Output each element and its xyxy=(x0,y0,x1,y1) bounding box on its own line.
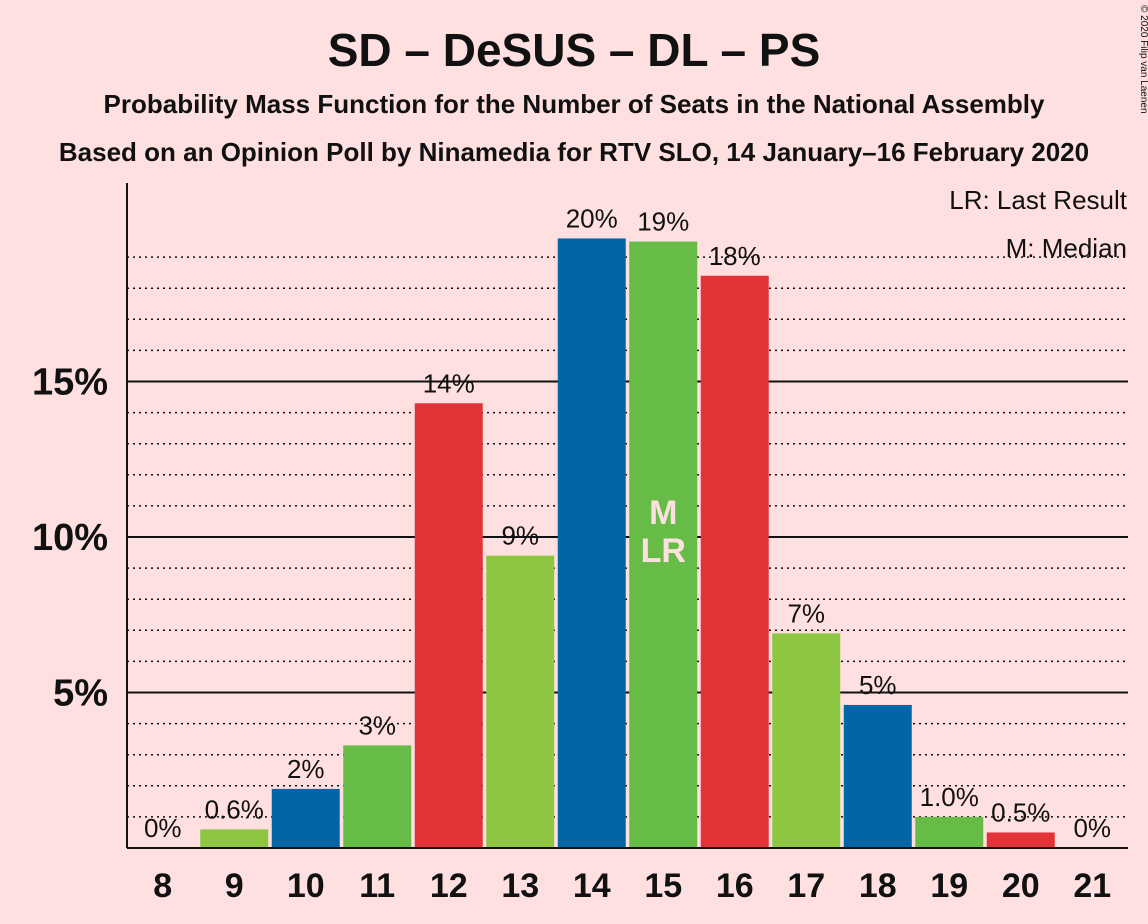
value-label-10: 2% xyxy=(287,754,325,784)
bar-12 xyxy=(414,403,483,848)
legend-median: M: Median xyxy=(1006,233,1127,263)
x-tick-label-21: 21 xyxy=(1073,867,1111,905)
chart-subtitle-2: Based on an Opinion Poll by Ninamedia fo… xyxy=(59,137,1089,167)
value-label-13: 9% xyxy=(501,521,539,551)
value-label-20: 0.5% xyxy=(991,797,1050,827)
x-tick-label-18: 18 xyxy=(859,867,897,905)
value-labels: 0% 0.6% 2% 3% 14% 9% 20% 19% 18% 7% 5% 1.0% 0.5% 0% xyxy=(144,203,1111,843)
x-tick-label-15: 15 xyxy=(644,867,682,905)
y-tick-label: 15% xyxy=(32,362,108,404)
bar-15 xyxy=(629,241,698,849)
chart-title: SD – DeSUS – DL – PS xyxy=(328,24,821,76)
value-label-17: 7% xyxy=(787,598,825,628)
x-tick-label-20: 20 xyxy=(1002,867,1040,905)
last-result-marker: LR xyxy=(641,532,686,570)
x-tick-label-11: 11 xyxy=(359,867,395,905)
bar-13 xyxy=(486,555,555,848)
bar-18 xyxy=(843,704,912,848)
value-label-11: 3% xyxy=(358,710,396,740)
x-tick-label-12: 12 xyxy=(430,867,468,905)
bars: MLR xyxy=(200,238,1055,849)
copyright-note: © 2020 Filip van Laenen xyxy=(1138,5,1148,114)
bar-10 xyxy=(271,788,340,848)
y-tick-labels: 5% 10% 15% xyxy=(32,362,108,715)
grid xyxy=(127,256,1128,818)
value-label-15: 19% xyxy=(637,207,689,237)
value-label-19: 1.0% xyxy=(920,782,979,812)
value-label-8: 0% xyxy=(144,813,182,843)
bar-9 xyxy=(200,829,269,848)
x-tick-label-17: 17 xyxy=(787,867,825,905)
x-tick-label-10: 10 xyxy=(287,867,325,905)
x-tick-label-14: 14 xyxy=(573,867,611,905)
bar-19 xyxy=(915,816,984,848)
x-tick-label-13: 13 xyxy=(501,867,539,905)
x-tick-labels: 8 9 10 11 12 13 14 15 16 17 18 19 20 21 xyxy=(153,867,1111,905)
value-label-21: 0% xyxy=(1073,813,1111,843)
x-tick-label-19: 19 xyxy=(930,867,968,905)
bar-17 xyxy=(772,633,841,848)
chart-subtitle: Probability Mass Function for the Number… xyxy=(104,89,1046,119)
bar-20 xyxy=(986,832,1055,848)
y-tick-label: 10% xyxy=(32,517,108,559)
x-tick-label-8: 8 xyxy=(153,867,172,905)
median-marker: M xyxy=(649,494,677,532)
legend-last-result: LR: Last Result xyxy=(949,185,1128,215)
value-label-12: 14% xyxy=(423,368,475,398)
value-label-16: 18% xyxy=(709,241,761,271)
x-tick-label-9: 9 xyxy=(225,867,244,905)
value-label-18: 5% xyxy=(859,670,897,700)
bar-16 xyxy=(700,275,769,848)
x-tick-label-16: 16 xyxy=(716,867,754,905)
bar-14 xyxy=(557,238,626,848)
bar-11 xyxy=(343,745,412,848)
y-tick-label: 5% xyxy=(53,673,108,715)
value-label-14: 20% xyxy=(566,203,618,233)
value-label-9: 0.6% xyxy=(205,794,264,824)
